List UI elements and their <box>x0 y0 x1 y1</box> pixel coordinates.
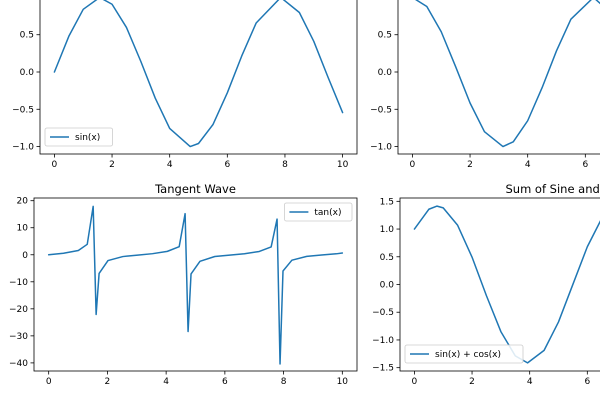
chart-title: Tangent Wave <box>154 182 236 196</box>
x-tick-label: 2 <box>109 160 115 170</box>
y-tick-label: 0 <box>22 251 28 261</box>
series-line-1-1 <box>53 0 344 148</box>
y-tick-label: −0.5 <box>370 105 392 115</box>
x-tick-label: 10 <box>337 160 349 170</box>
y-tick-label: 0.5 <box>380 253 394 263</box>
legend-label: sin(x) <box>75 133 100 143</box>
y-tick-label: 0.5 <box>378 31 392 41</box>
x-tick-label: 6 <box>222 377 228 387</box>
x-tick-label: 2 <box>105 377 111 387</box>
y-tick-label: 0.0 <box>378 68 393 78</box>
y-tick-label: −1.0 <box>370 143 392 153</box>
y-tick-label: 0.0 <box>20 68 35 78</box>
y-tick-label: −1.0 <box>372 336 394 346</box>
x-tick-label: 4 <box>527 377 533 387</box>
x-tick-label: 4 <box>163 377 169 387</box>
legend: tan(x) <box>283 202 353 222</box>
x-tick-label: 2 <box>469 377 475 387</box>
subplot-4: 0 2 4 6 −1.5 −1.0 −0.5 0.0 0.5 1.0 1.5 Sum of Sine … <box>372 182 600 387</box>
x-tick-label: 6 <box>584 377 590 387</box>
x-tick-label: 8 <box>282 160 288 170</box>
x-tick-label: 0 <box>412 377 418 387</box>
legend-box <box>283 202 353 222</box>
y-tick-label: −0.5 <box>12 105 34 115</box>
x-tick-label: 6 <box>582 160 588 170</box>
y-tick-label: −30 <box>9 332 28 342</box>
subplot-3: 0 2 4 6 8 10 −40 −30 −20 −10 0 10 20 Tangent Wave tan(… <box>9 182 358 387</box>
series-line-2-1 <box>415 0 600 148</box>
legend: sin(x) + cos(x) <box>404 344 524 364</box>
y-tick-label: −0.5 <box>372 308 394 318</box>
x-tick-label: 0 <box>410 160 416 170</box>
axes-frame <box>33 197 358 372</box>
legend-box <box>44 127 113 147</box>
x-tick-label: 4 <box>525 160 531 170</box>
y-tick-label: 0.0 <box>380 281 395 291</box>
y-tick-label: 0.5 <box>20 31 34 41</box>
x-tick-label: 0 <box>52 160 58 170</box>
legend-box <box>404 344 524 364</box>
chart-title: Sum of Sine and C <box>505 182 600 196</box>
x-tick-label: 6 <box>224 160 230 170</box>
y-tick-label: −1.5 <box>372 364 394 374</box>
y-tick-label: 10 <box>17 224 29 234</box>
series-line-4-1 <box>413 205 600 364</box>
x-tick-label: 2 <box>467 160 473 170</box>
legend-label: sin(x) + cos(x) <box>435 350 501 360</box>
x-tick-label: 4 <box>167 160 173 170</box>
x-tick-label: 0 <box>46 377 52 387</box>
x-tick-label: 8 <box>281 377 287 387</box>
subplot-1: 0 2 4 6 8 10 −1.0 −0.5 0.0 0.5 sin(x) <box>12 0 358 170</box>
y-tick-label: 1.5 <box>380 197 394 207</box>
y-tick-label: 20 <box>17 197 29 207</box>
y-tick-label: −1.0 <box>12 143 34 153</box>
legend: sin(x) <box>44 127 113 147</box>
subplot-2: 0 2 4 6 −1.0 −0.5 0.0 0.5 <box>370 0 600 170</box>
y-tick-label: −40 <box>9 359 28 369</box>
y-tick-label: −20 <box>9 305 28 315</box>
x-tick-label: 10 <box>337 377 349 387</box>
y-tick-label: −10 <box>9 278 28 288</box>
series-line-3-1 <box>47 205 344 365</box>
y-tick-label: 1.0 <box>380 225 395 235</box>
legend-label: tan(x) <box>314 208 341 218</box>
